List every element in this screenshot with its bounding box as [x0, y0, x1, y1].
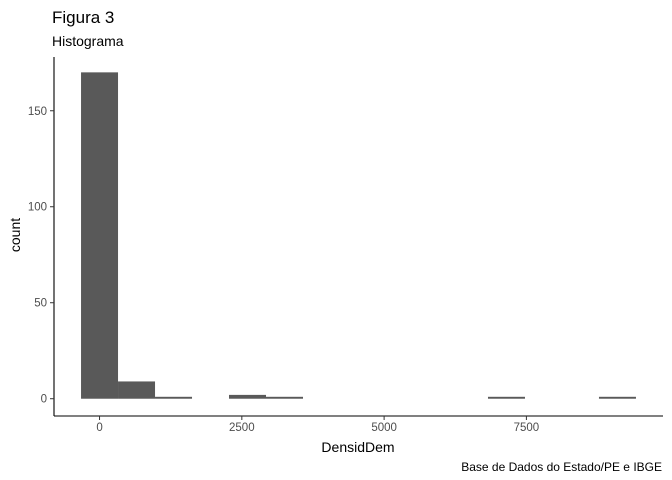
histogram-bar-4 — [266, 396, 304, 399]
histogram-bar-3 — [229, 394, 267, 399]
plot-area: 0 2500 5000 7500 0 50 100 150 — [28, 57, 663, 434]
x-tick-label-5000: 5000 — [371, 422, 397, 434]
y-tick-label-0: 0 — [41, 394, 47, 406]
y-tick-label-150: 150 — [28, 106, 47, 118]
histogram-bar-5 — [487, 396, 525, 399]
histogram-bar-6 — [598, 396, 636, 399]
histogram-bar-2 — [155, 396, 193, 399]
x-axis-title: DensidDem — [321, 439, 394, 455]
histogram-bar-0 — [81, 72, 119, 399]
y-tick-label-100: 100 — [28, 202, 47, 214]
y-tick-label-50: 50 — [34, 298, 47, 310]
x-tick-label-7500: 7500 — [514, 422, 540, 434]
histogram-bar-1 — [118, 381, 156, 399]
x-tick-label-2500: 2500 — [229, 422, 255, 434]
chart-subtitle: Histograma — [52, 33, 124, 49]
chart-title: Figura 3 — [52, 8, 114, 27]
x-tick-label-0: 0 — [96, 422, 102, 434]
chart-caption: Base de Dados do Estado/PE e IBGE — [461, 460, 662, 474]
y-axis-title: count — [7, 218, 23, 252]
